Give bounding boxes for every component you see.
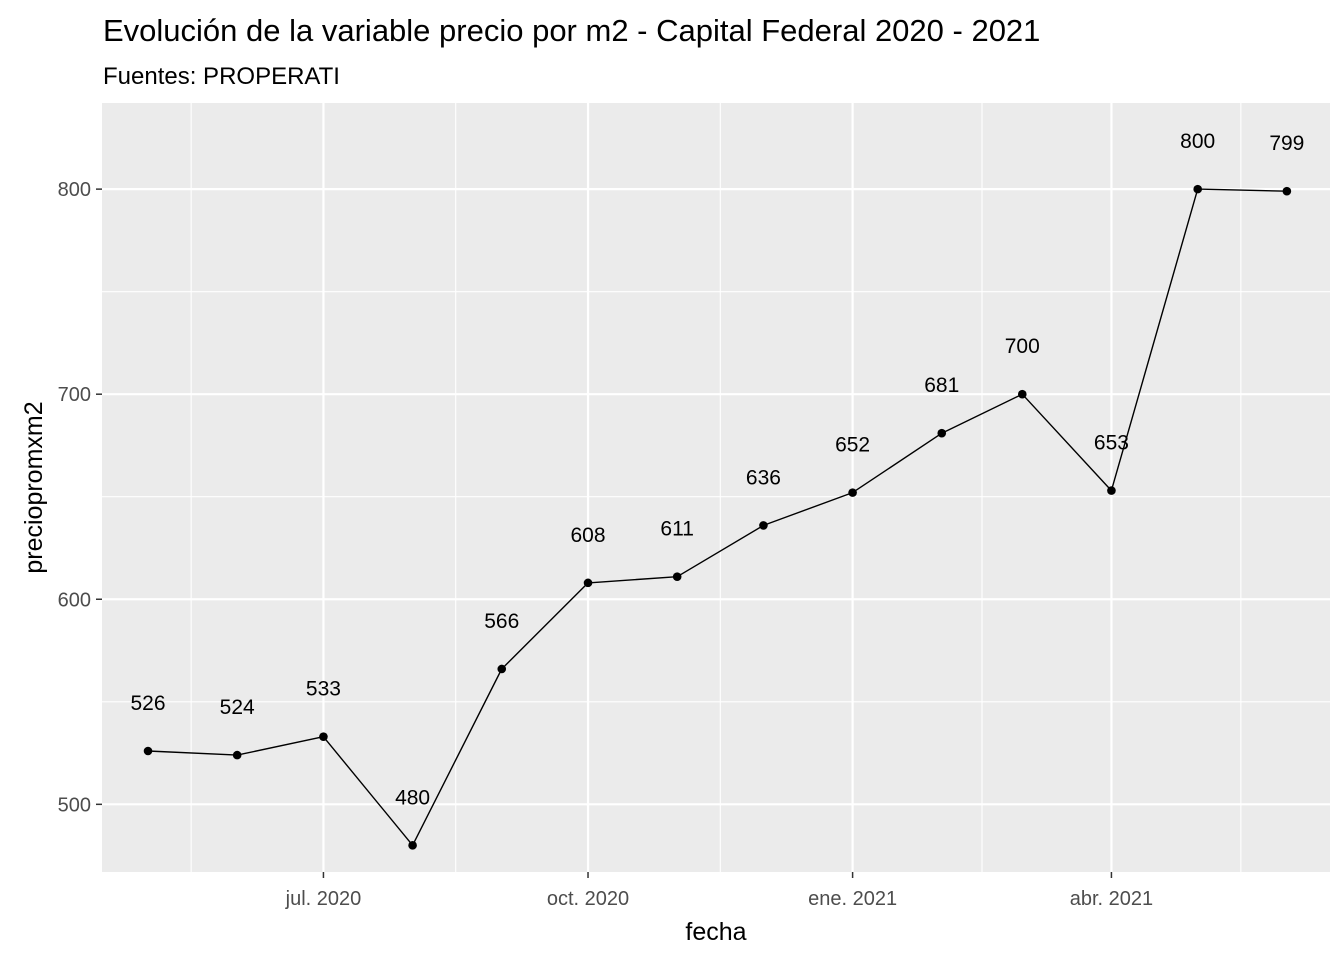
data-point (759, 521, 768, 530)
plot-panel (102, 103, 1330, 872)
data-label: 800 (1180, 130, 1215, 153)
data-point (143, 746, 153, 756)
data-point (1193, 184, 1203, 194)
data-point (408, 841, 417, 850)
data-point (848, 488, 857, 497)
y-tick-label: 600 (58, 589, 91, 611)
data-label: 611 (660, 518, 693, 541)
data-label: 681 (924, 374, 959, 397)
data-label: 799 (1269, 132, 1304, 155)
major-gridlines (102, 103, 1330, 872)
chart-subtitle: Fuentes: PROPERATI (103, 63, 340, 90)
data-point (232, 750, 242, 760)
x-axis: jul. 2020 oct. 2020 ene. 2021 abr. 2021 (285, 872, 1153, 910)
data-point (937, 428, 947, 438)
y-tick-label: 500 (58, 794, 91, 816)
data-point (497, 664, 507, 674)
data-label: 653 (1094, 432, 1129, 455)
x-tick-label: abr. 2021 (1070, 888, 1153, 910)
data-label: 608 (571, 524, 606, 547)
data-point (672, 572, 682, 582)
data-label: 480 (395, 786, 430, 809)
data-label: 700 (1005, 335, 1040, 358)
data-label: 636 (746, 466, 781, 489)
data-point (1107, 486, 1116, 495)
data-point (1282, 186, 1292, 196)
y-axis: 500 600 700 800 (58, 179, 102, 816)
data-point (319, 732, 328, 741)
data-label: 566 (484, 610, 519, 633)
data-label: 652 (835, 434, 870, 457)
data-point (583, 578, 593, 588)
x-tick-label: ene. 2021 (808, 888, 897, 910)
data-label: 524 (220, 696, 255, 719)
chart-title: Evolución de la variable precio por m2 -… (103, 13, 1040, 48)
data-label: 526 (130, 692, 165, 715)
data-points (143, 184, 1292, 850)
series-precio-line (147, 188, 1287, 846)
y-tick-label: 700 (58, 384, 91, 406)
x-axis-title: fecha (685, 918, 746, 946)
x-tick-label: jul. 2020 (285, 888, 362, 910)
y-tick-label: 800 (58, 179, 91, 201)
data-label: 533 (306, 678, 341, 701)
x-tick-label: oct. 2020 (547, 888, 629, 910)
y-axis-title: preciopromxm2 (20, 401, 48, 573)
series-line (147, 188, 1287, 846)
data-point (1017, 389, 1027, 399)
data-labels: 526 524 533 480 566 608 611 636 652 681 700 653 800 7… (130, 130, 1304, 809)
minor-gridlines (102, 103, 1330, 872)
